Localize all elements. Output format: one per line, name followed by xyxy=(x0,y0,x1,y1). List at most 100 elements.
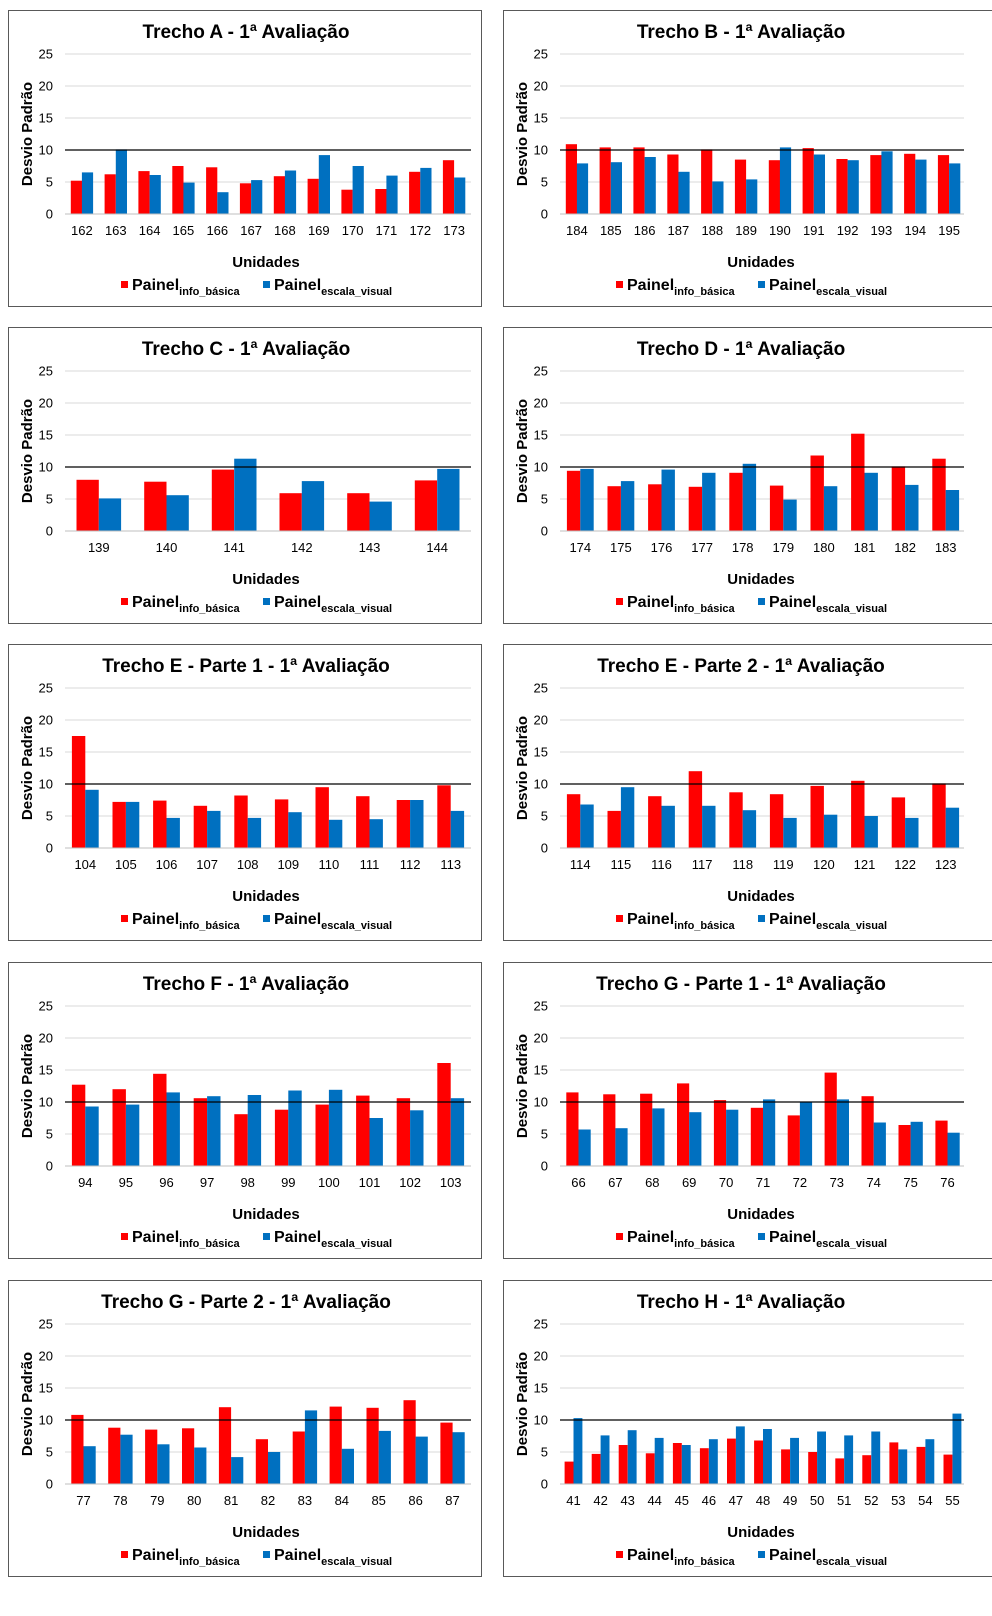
x-tick-label: 67 xyxy=(608,1175,622,1190)
legend-label-1: Painelinfo_básica xyxy=(132,277,241,298)
bar-series-1 xyxy=(193,805,208,848)
bar-series-2 xyxy=(207,1096,221,1166)
legend-swatch-1 xyxy=(616,1233,623,1240)
y-tick-label: 25 xyxy=(534,1317,548,1332)
legend: Painelinfo_básica Painelescala_visual xyxy=(616,911,887,932)
y-axis-title: Desvio Padrão xyxy=(514,82,531,186)
y-tick-label: 15 xyxy=(534,745,548,760)
bar-series-1 xyxy=(889,1442,899,1484)
legend-label-subscript: escala_visual xyxy=(321,920,392,932)
x-tick-label: 117 xyxy=(692,857,713,872)
y-tick-label: 15 xyxy=(534,1381,548,1396)
bar-series-2 xyxy=(328,1089,343,1166)
bar-series-2 xyxy=(790,1437,799,1484)
bar-series-1 xyxy=(138,171,150,214)
bar-series-2 xyxy=(620,481,635,531)
legend-swatch-2 xyxy=(758,281,765,288)
x-tick-label: 168 xyxy=(274,223,296,238)
legend-swatch-2 xyxy=(263,1551,270,1558)
bar-series-1 xyxy=(76,479,99,531)
bar-series-2 xyxy=(415,1436,428,1484)
x-axis-title: Unidades xyxy=(727,888,795,905)
x-tick-label: 50 xyxy=(810,1493,824,1508)
y-tick-label: 20 xyxy=(534,396,548,411)
bar-series-1 xyxy=(729,792,743,848)
chart-svg: Trecho G - Parte 1 - 1ª Avaliação 0 5 10 15 2… xyxy=(514,974,964,1250)
legend-label-subscript: escala_visual xyxy=(321,603,392,615)
legend-swatch-2 xyxy=(758,915,765,922)
bar-series-1 xyxy=(943,1454,953,1484)
legend: Painelinfo_básica Painelescala_visual xyxy=(616,1229,887,1250)
bar-series-2 xyxy=(681,1445,691,1484)
bar-series-2 xyxy=(712,181,724,214)
x-tick-label: 53 xyxy=(891,1493,905,1508)
bar-series-1 xyxy=(193,1098,208,1166)
legend-label-subscript: info_básica xyxy=(674,1238,735,1250)
bar-series-1 xyxy=(566,794,581,848)
x-tick-label: 72 xyxy=(793,1175,807,1190)
legend-label-2: Painelescala_visual xyxy=(769,1229,887,1250)
chart-panel: Trecho H - 1ª Avaliação 0 5 10 15 20 25 41 42 43 4… xyxy=(503,1280,992,1577)
bar-series-2 xyxy=(836,1099,849,1166)
chart-title: Trecho E - Parte 2 - 1ª Avaliação xyxy=(597,656,885,677)
bar-series-1 xyxy=(862,1455,872,1484)
legend-swatch-1 xyxy=(616,598,623,605)
legend-label-subscript: info_básica xyxy=(179,1556,240,1568)
bar-series-1 xyxy=(648,484,662,531)
legend-label-1: Painelinfo_básica xyxy=(627,277,736,298)
bar-series-1 xyxy=(891,797,906,848)
bar-series-1 xyxy=(234,1114,248,1166)
bar-series-1 xyxy=(667,154,679,214)
x-tick-label: 188 xyxy=(701,223,723,238)
y-axis-title: Desvio Padrão xyxy=(19,1034,36,1138)
bar-series-1 xyxy=(640,1093,653,1166)
bar-series-1 xyxy=(734,159,747,214)
chart-panel: Trecho G - Parte 2 - 1ª Avaliação 0 5 10 15 2… xyxy=(8,1280,482,1577)
legend-label-2: Painelescala_visual xyxy=(769,277,887,298)
x-tick-label: 185 xyxy=(600,223,622,238)
bar-series-2 xyxy=(149,175,161,214)
x-tick-label: 181 xyxy=(854,540,876,555)
y-tick-label: 20 xyxy=(534,713,548,728)
chart-title: Trecho A - 1ª Avaliação xyxy=(143,22,350,43)
bar-series-1 xyxy=(396,1098,411,1166)
chart-svg: Trecho B - 1ª Avaliação 0 5 10 15 20 25 184 185 1… xyxy=(514,22,964,298)
bar-series-1 xyxy=(70,180,82,214)
bar-series-2 xyxy=(952,1413,962,1484)
bar-series-1 xyxy=(898,1125,911,1166)
legend-label-subscript: info_básica xyxy=(179,286,240,298)
bar-series-1 xyxy=(414,480,438,531)
bar-series-1 xyxy=(71,736,86,848)
y-tick-label: 15 xyxy=(534,428,548,443)
bar-series-2 xyxy=(661,805,675,848)
bar-series-2 xyxy=(654,1437,664,1484)
chart-svg: Trecho C - 1ª Avaliação 0 5 10 15 20 25 139 140 1… xyxy=(19,339,471,615)
y-tick-label: 5 xyxy=(541,1445,548,1460)
legend-label-subscript: escala_visual xyxy=(321,1556,392,1568)
bar-series-1 xyxy=(607,810,621,848)
x-tick-label: 42 xyxy=(593,1493,607,1508)
x-tick-label: 175 xyxy=(610,540,632,555)
x-tick-label: 142 xyxy=(291,540,313,555)
x-tick-label: 167 xyxy=(240,223,262,238)
legend-label-base: Painel xyxy=(627,911,674,928)
x-tick-label: 177 xyxy=(691,540,713,555)
x-tick-label: 190 xyxy=(769,223,791,238)
legend-label-1: Painelinfo_básica xyxy=(627,911,736,932)
bar-series-2 xyxy=(573,1418,583,1484)
x-tick-label: 70 xyxy=(719,1175,733,1190)
y-tick-label: 20 xyxy=(534,1349,548,1364)
bar-series-2 xyxy=(847,160,859,214)
bar-series-1 xyxy=(851,433,865,531)
bar-series-1 xyxy=(211,469,235,531)
y-tick-label: 25 xyxy=(39,999,53,1014)
bar-series-2 xyxy=(194,1447,207,1484)
chart-panel: Trecho C - 1ª Avaliação 0 5 10 15 20 25 139 140 1… xyxy=(8,327,482,624)
bar-series-2 xyxy=(450,1098,465,1166)
bar-series-2 xyxy=(328,819,343,848)
bar-series-1 xyxy=(861,1096,874,1166)
bar-series-2 xyxy=(268,1452,281,1484)
y-tick-label: 5 xyxy=(46,1127,53,1142)
bar-series-2 xyxy=(864,816,878,848)
x-tick-label: 78 xyxy=(113,1493,127,1508)
